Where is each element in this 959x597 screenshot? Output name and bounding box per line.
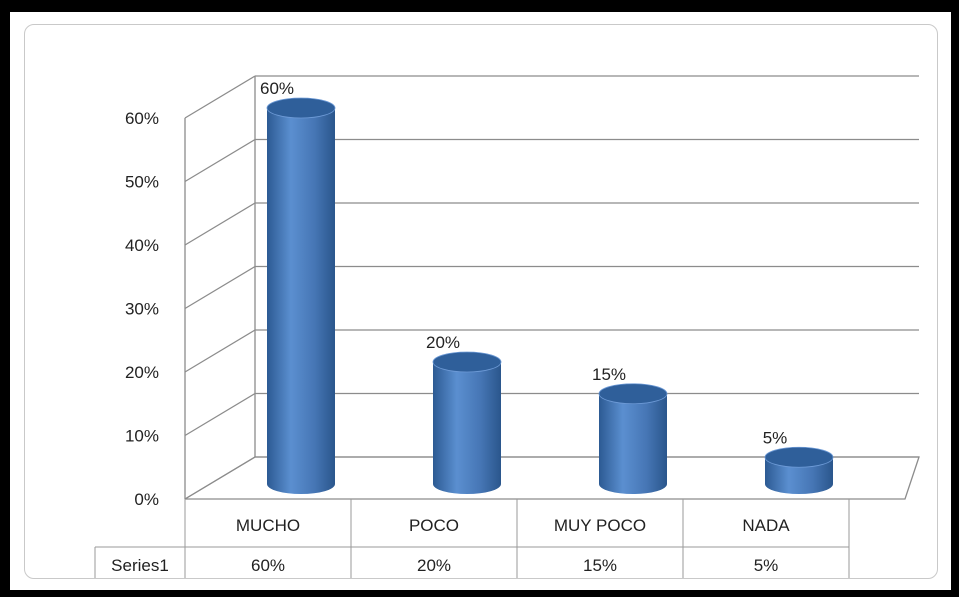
bar-top xyxy=(764,446,834,468)
table-value: 20% xyxy=(417,556,451,575)
bar xyxy=(764,446,834,494)
bar-body xyxy=(433,362,501,494)
y-tick-label: 20% xyxy=(125,363,159,382)
data-label: 15% xyxy=(592,365,626,384)
bar xyxy=(266,97,336,494)
floor xyxy=(184,456,920,500)
y-tick-label: 60% xyxy=(125,109,159,128)
y-tick-label: 40% xyxy=(125,236,159,255)
bar-top xyxy=(432,351,502,373)
bar-body xyxy=(267,108,335,494)
y-tick-label: 10% xyxy=(125,427,159,446)
category-label: MUY POCO xyxy=(554,516,646,535)
side-gridline xyxy=(184,138,256,183)
bar xyxy=(432,351,502,494)
side-gridline xyxy=(184,265,256,310)
bar-top xyxy=(598,383,668,405)
bar-top xyxy=(266,97,336,119)
table-value: 60% xyxy=(251,556,285,575)
side-gridline xyxy=(184,392,256,437)
y-axis: 0% 10% 20% 30% 40% 50% 60% xyxy=(125,109,159,509)
series-name: Series1 xyxy=(111,556,169,575)
bars xyxy=(266,97,834,494)
bar-body xyxy=(765,457,833,494)
gridlines xyxy=(184,75,920,500)
category-label: POCO xyxy=(409,516,459,535)
y-tick-label: 0% xyxy=(134,490,159,509)
y-tick-label: 30% xyxy=(125,300,159,319)
y-tick-label: 50% xyxy=(125,173,159,192)
data-labels: 60% 20% 15% 5% xyxy=(260,79,787,447)
bar-body xyxy=(599,393,667,494)
data-label: 20% xyxy=(426,333,460,352)
bar-chart: 0% 10% 20% 30% 40% 50% 60% 60% 20% 15% 5% MUCHO 60… xyxy=(94,75,920,582)
data-label: 60% xyxy=(260,79,294,98)
table-value: 15% xyxy=(583,556,617,575)
side-gridline xyxy=(184,75,256,119)
data-table: MUCHO 60% POCO 20% MUY POCO 15% NADA 5% Series1 xyxy=(94,499,850,582)
bar xyxy=(598,383,668,494)
data-label: 5% xyxy=(763,428,788,447)
chart-area: 0% 10% 20% 30% 40% 50% 60% 60% 20% 15% 5% MUCHO 60… xyxy=(24,24,938,582)
category-label: NADA xyxy=(742,516,790,535)
chart-frame: 0% 10% 20% 30% 40% 50% 60% 60% 20% 15% 5% MUCHO 60… xyxy=(10,12,951,590)
side-gridline xyxy=(184,329,256,373)
table-value: 5% xyxy=(754,556,779,575)
category-label: MUCHO xyxy=(236,516,300,535)
side-gridline xyxy=(184,202,256,246)
